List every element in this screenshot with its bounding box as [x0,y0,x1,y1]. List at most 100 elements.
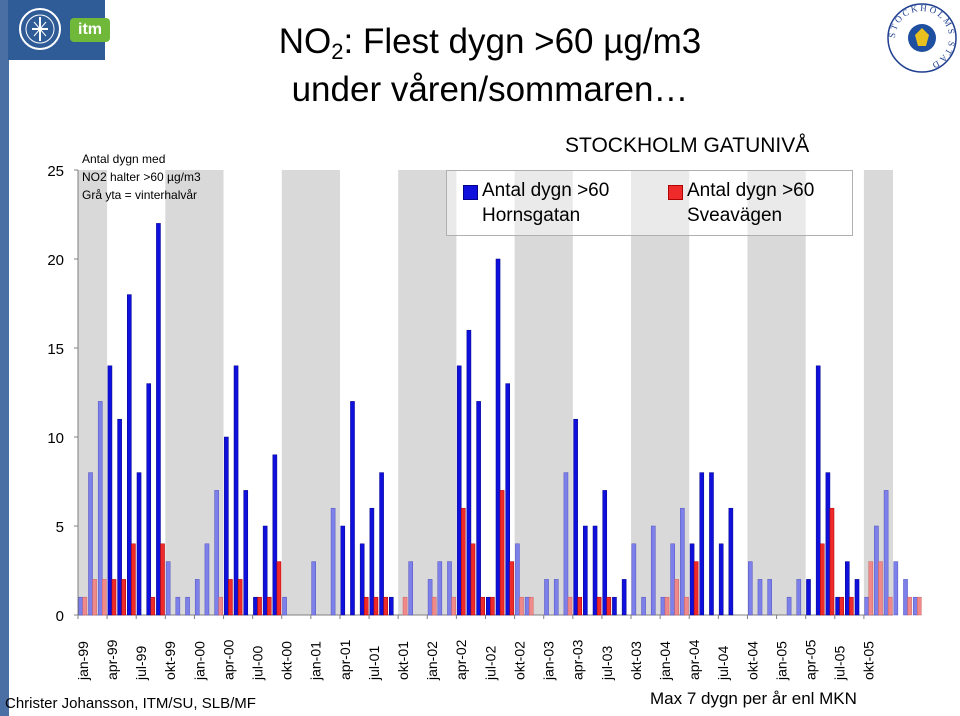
title-subscript: 2 [331,39,344,64]
bar-hornsgatan [408,561,413,616]
bar-hornsgatan [340,525,346,616]
bar-sveavagen [160,543,165,616]
bar-sveavagen [567,596,573,616]
bar-sveavagen [218,596,224,616]
x-tick-label: jul-02 [482,646,498,681]
x-tick-label: apr-02 [453,639,469,680]
x-tick-label: jul-00 [249,646,265,681]
winter-band [398,170,457,615]
bar-sveavagen [266,596,272,616]
legend-label-hornsgatan-2: Hornsgatan [482,205,581,226]
x-tick-label: apr-00 [220,639,236,680]
y-tick-label: 0 [56,608,64,625]
bar-hornsgatan [97,401,103,616]
bar-sveavagen [819,543,825,616]
x-tick-label: apr-04 [686,639,702,680]
bar-hornsgatan [262,525,268,616]
bar-hornsgatan [447,561,452,616]
bar-hornsgatan [524,596,530,616]
bar-hornsgatan [515,543,520,616]
university-crest-icon [19,8,61,50]
bar-hornsgatan [602,490,608,616]
chart-axes [74,169,893,619]
bar-hornsgatan [330,507,336,616]
bar-hornsgatan [583,525,588,616]
x-tick-label: okt-02 [511,641,527,680]
bar-sveavagen [839,596,844,616]
bar-sveavagen [480,596,485,616]
slide-left-bar [0,0,9,716]
y-tick-label: 5 [56,519,64,536]
bar-sveavagen [693,561,699,616]
bar-hornsgatan [136,472,142,616]
title-line-2: under våren/sommaren… [291,70,689,109]
itm-logo: itm [70,18,110,42]
bar-hornsgatan [699,472,705,616]
bar-hornsgatan [107,365,113,616]
bar-hornsgatan [815,365,821,616]
bar-sveavagen [878,561,883,616]
winter-band [165,170,224,615]
bar-sveavagen [451,596,456,616]
bar-hornsgatan [767,579,772,616]
bar-sveavagen [131,543,136,616]
bar-hornsgatan [641,596,646,616]
bar-hornsgatan [282,596,287,616]
x-tick-label: apr-01 [337,639,353,680]
legend-label-hornsgatan-1: Antal dygn >60 [482,180,610,201]
bar-sveavagen [509,561,515,616]
bar-hornsgatan [224,436,229,616]
bar-hornsgatan [864,596,869,616]
bar-hornsgatan [233,365,239,616]
bar-hornsgatan [835,596,840,616]
winter-band [514,170,573,615]
bar-hornsgatan [563,472,569,616]
bar-sveavagen [887,596,893,616]
bar-hornsgatan [903,579,908,616]
bar-sveavagen [917,596,922,616]
bar-hornsgatan [389,596,394,616]
bar-hornsgatan [185,596,190,616]
bar-sveavagen [102,579,107,616]
bar-sveavagen [907,596,912,616]
bar-sveavagen [664,596,670,616]
x-tick-label: okt-04 [744,641,760,680]
bar-sveavagen [431,596,437,616]
x-tick-label: okt-03 [628,641,644,680]
bar-hornsgatan [156,223,161,616]
bar-hornsgatan [175,596,181,616]
x-tick-label: apr-03 [570,639,586,680]
bar-hornsgatan [214,490,219,616]
bar-hornsgatan [165,561,171,616]
x-tick-label: jan-04 [657,641,673,681]
x-tick-label: jul-05 [832,646,848,681]
bar-sveavagen [606,596,612,616]
bar-hornsgatan [553,579,559,616]
bar-hornsgatan [631,543,637,616]
bar-hornsgatan [893,561,899,616]
bar-hornsgatan [486,596,491,616]
bar-hornsgatan [786,596,792,616]
bar-hornsgatan [350,401,355,616]
bar-hornsgatan [243,490,249,616]
x-tick-label: jan-99 [75,641,91,681]
bar-sveavagen [237,579,243,616]
x-tick-label: jan-03 [541,641,557,681]
x-tick-labels: jan-99 apr-99 jul-99 okt-99 jan-00 apr-00 jul-… [75,639,877,681]
x-tick-label: jul-04 [715,646,731,681]
bar-sveavagen [577,596,582,616]
bar-sveavagen [868,561,874,616]
bar-hornsgatan [825,472,831,616]
y-tick-labels: 0 5 10 15 20 25 [47,163,64,625]
bar-hornsgatan [379,472,384,616]
winter-band [747,170,806,615]
bar-sveavagen [519,596,524,616]
bar-hornsgatan [466,329,472,616]
bar-sveavagen [829,507,835,616]
x-tick-label: apr-99 [104,639,120,680]
bar-sveavagen [111,579,117,616]
bar-hornsgatan [709,472,714,616]
bar-hornsgatan [505,383,511,616]
bar-sveavagen [684,596,689,616]
